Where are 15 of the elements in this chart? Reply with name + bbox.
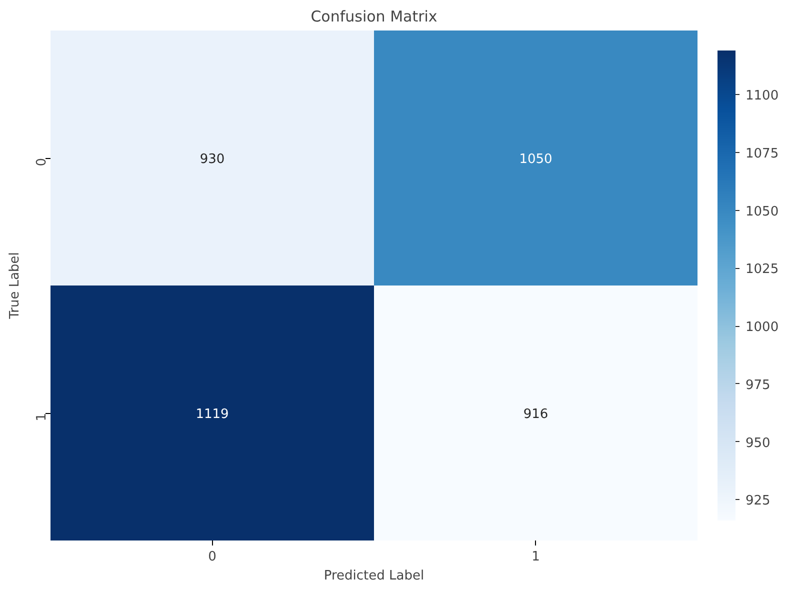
- data-label: 1119: [196, 407, 229, 422]
- color-bar-label: 925: [746, 494, 770, 509]
- color-bar-label: 1000: [746, 320, 779, 336]
- color-bar-label: 1100: [746, 88, 779, 104]
- data-label: 1050: [519, 152, 552, 167]
- data-label: 930: [200, 152, 225, 167]
- color-bar-label: 1075: [746, 146, 779, 162]
- chart-title: Confusion Matrix: [310, 8, 438, 26]
- color-bar-label: 1025: [746, 262, 779, 278]
- y-axis-title: True Label: [8, 252, 22, 320]
- color-bar-label: 950: [746, 436, 770, 451]
- color-bar-label: 975: [746, 378, 770, 393]
- x-axis-title: Predicted Label: [324, 568, 424, 584]
- data-label: 916: [523, 407, 548, 422]
- color-bar-label: 1050: [746, 204, 779, 220]
